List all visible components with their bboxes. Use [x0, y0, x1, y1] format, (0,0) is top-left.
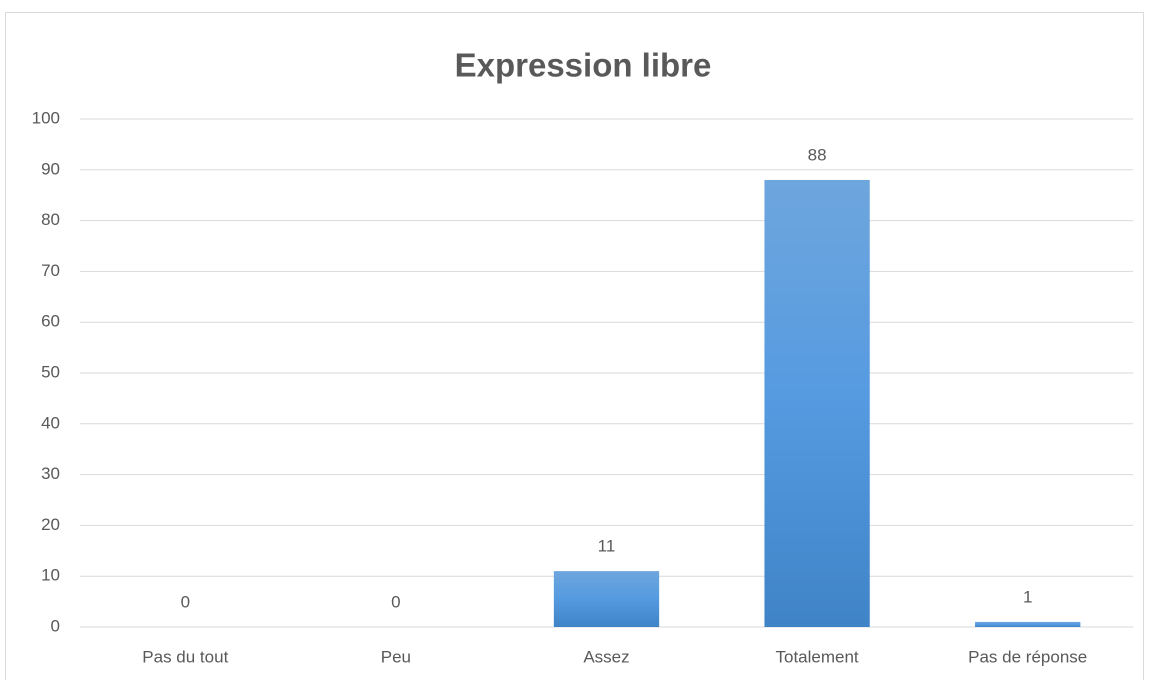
- bar: [553, 571, 660, 627]
- x-tick-label: Assez: [583, 647, 629, 666]
- data-label: 88: [808, 145, 827, 164]
- y-tick-label: 80: [41, 210, 60, 229]
- y-tick-label: 100: [32, 108, 60, 127]
- bar: [764, 179, 870, 627]
- data-label: 1: [1023, 587, 1032, 606]
- x-tick-label: Pas de réponse: [968, 647, 1087, 666]
- y-tick-label: 60: [41, 312, 60, 331]
- x-tick-label: Pas du tout: [142, 647, 228, 666]
- data-label: 11: [598, 537, 616, 556]
- data-label: 0: [391, 592, 400, 611]
- y-tick-label: 0: [51, 616, 60, 635]
- x-tick-label: Totalement: [776, 647, 859, 666]
- bar: [975, 621, 1081, 627]
- x-tick-label: Peu: [381, 647, 411, 666]
- y-tick-label: 10: [41, 566, 60, 585]
- y-tick-label: 40: [41, 413, 60, 432]
- y-tick-label: 30: [41, 464, 60, 483]
- y-tick-label: 90: [41, 159, 60, 178]
- y-tick-label: 50: [41, 362, 60, 381]
- y-tick-label: 70: [41, 261, 60, 280]
- y-tick-label: 20: [41, 515, 60, 534]
- chart-title: Expression libre: [455, 47, 712, 84]
- data-label: 0: [181, 592, 190, 611]
